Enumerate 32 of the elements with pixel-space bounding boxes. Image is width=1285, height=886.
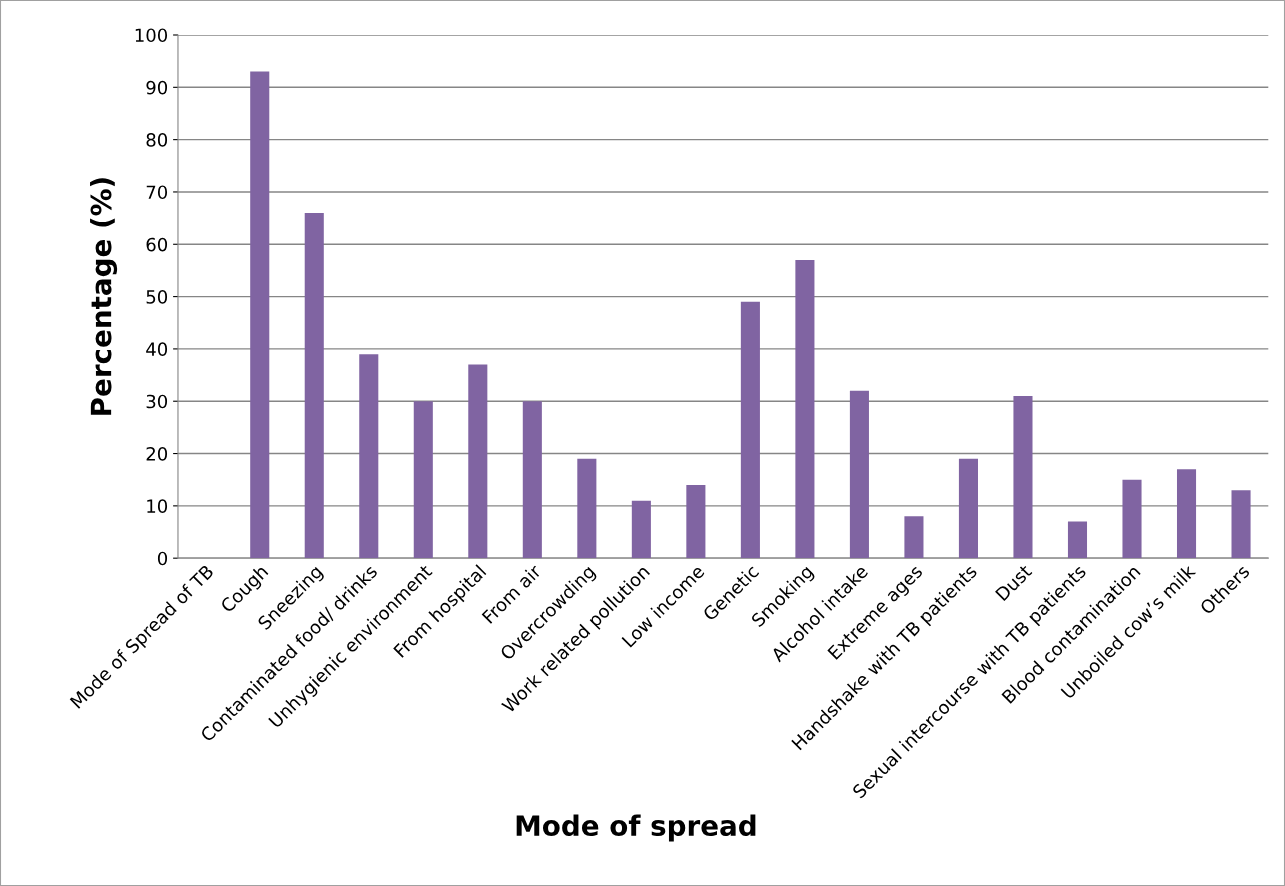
- bar: [904, 516, 924, 559]
- y-tick-label: 50: [146, 290, 168, 304]
- bar: [740, 301, 760, 559]
- y-tick-label: 30: [146, 394, 168, 409]
- bar: [413, 401, 433, 559]
- bar: [577, 458, 597, 559]
- y-tick-label: 60: [146, 237, 168, 252]
- y-tick-label: 10: [147, 499, 168, 513]
- y-tick-label: 20: [146, 447, 168, 461]
- y-tick-label: 100: [135, 28, 168, 43]
- y-tick-label: 40: [146, 342, 168, 357]
- y-tick-label: 80: [146, 133, 168, 147]
- bar: [304, 212, 324, 559]
- bar: [631, 500, 651, 559]
- bar: [795, 259, 815, 559]
- x-axis-title: Mode of spread: [516, 814, 756, 842]
- bar: [1122, 479, 1142, 559]
- y-axis-title: Percentage (%): [90, 178, 118, 415]
- bar: [849, 390, 869, 559]
- bar: [522, 401, 542, 559]
- bar: [359, 354, 379, 559]
- y-tick-label: 0: [157, 551, 168, 566]
- bar: [250, 71, 270, 559]
- y-tick-label: 70: [146, 185, 168, 200]
- bar: [1231, 490, 1251, 559]
- bar: [1067, 521, 1088, 559]
- bar: [686, 484, 706, 559]
- bar: [468, 364, 488, 559]
- bar: [958, 458, 978, 559]
- bar: [1176, 469, 1197, 559]
- bar: [1013, 395, 1033, 559]
- y-tick-label: 90: [146, 80, 168, 95]
